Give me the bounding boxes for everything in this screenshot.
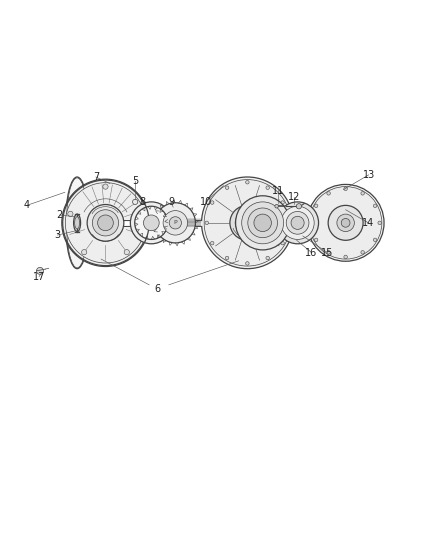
Text: P: P	[173, 220, 177, 225]
Circle shape	[314, 204, 318, 207]
Circle shape	[361, 251, 364, 254]
Circle shape	[286, 212, 309, 234]
Text: 16: 16	[305, 247, 318, 257]
Circle shape	[373, 204, 377, 207]
Circle shape	[201, 177, 293, 269]
Circle shape	[225, 186, 229, 189]
Circle shape	[235, 211, 260, 235]
Circle shape	[275, 205, 279, 208]
Circle shape	[327, 251, 330, 254]
Ellipse shape	[74, 217, 80, 229]
Circle shape	[248, 208, 278, 238]
Text: 5: 5	[132, 176, 138, 187]
Circle shape	[138, 211, 143, 216]
Circle shape	[310, 221, 313, 224]
Circle shape	[169, 217, 181, 229]
Circle shape	[344, 187, 347, 190]
Circle shape	[225, 256, 229, 260]
Circle shape	[328, 205, 363, 240]
Circle shape	[92, 210, 119, 236]
Circle shape	[163, 211, 187, 235]
Circle shape	[135, 206, 168, 239]
Circle shape	[337, 214, 354, 231]
Circle shape	[286, 221, 290, 224]
Circle shape	[373, 238, 377, 241]
Circle shape	[277, 202, 318, 244]
Text: 14: 14	[362, 218, 374, 228]
Circle shape	[344, 255, 347, 259]
Circle shape	[307, 184, 384, 261]
Circle shape	[281, 201, 284, 204]
Circle shape	[131, 202, 172, 244]
Circle shape	[291, 216, 304, 229]
Circle shape	[236, 196, 290, 250]
Circle shape	[211, 241, 214, 245]
Text: 4: 4	[24, 200, 30, 211]
Text: 9: 9	[168, 197, 174, 207]
Circle shape	[242, 202, 284, 244]
Circle shape	[204, 180, 290, 266]
Text: 8: 8	[140, 197, 146, 207]
Circle shape	[296, 204, 301, 209]
Text: 17: 17	[33, 271, 45, 281]
Circle shape	[254, 214, 272, 231]
Ellipse shape	[66, 177, 88, 269]
Text: 3: 3	[54, 230, 60, 240]
Text: 12: 12	[287, 192, 300, 201]
Circle shape	[205, 221, 208, 224]
Text: 11: 11	[272, 185, 285, 196]
Circle shape	[65, 183, 146, 263]
Circle shape	[246, 181, 249, 184]
Ellipse shape	[74, 214, 81, 231]
Circle shape	[341, 219, 350, 227]
Circle shape	[309, 187, 382, 259]
Circle shape	[36, 268, 43, 274]
Circle shape	[133, 199, 138, 205]
Circle shape	[68, 211, 73, 216]
Circle shape	[98, 215, 113, 231]
Circle shape	[211, 201, 214, 204]
Circle shape	[266, 186, 269, 189]
Circle shape	[63, 180, 148, 265]
Text: 7: 7	[93, 172, 99, 182]
Circle shape	[314, 238, 318, 241]
Text: 6: 6	[155, 284, 161, 294]
Circle shape	[378, 221, 381, 224]
Circle shape	[361, 191, 364, 195]
Circle shape	[246, 262, 249, 265]
Circle shape	[81, 249, 87, 255]
Circle shape	[281, 241, 284, 245]
Circle shape	[281, 206, 314, 239]
Circle shape	[144, 215, 159, 231]
Circle shape	[266, 256, 269, 260]
Circle shape	[124, 249, 129, 255]
Text: 2: 2	[57, 210, 63, 220]
Text: 15: 15	[321, 247, 333, 257]
Text: 13: 13	[363, 170, 375, 180]
Circle shape	[155, 203, 195, 243]
Circle shape	[230, 205, 265, 240]
Text: 10: 10	[200, 197, 212, 207]
Circle shape	[327, 191, 330, 195]
Circle shape	[103, 184, 108, 189]
Circle shape	[87, 205, 124, 241]
